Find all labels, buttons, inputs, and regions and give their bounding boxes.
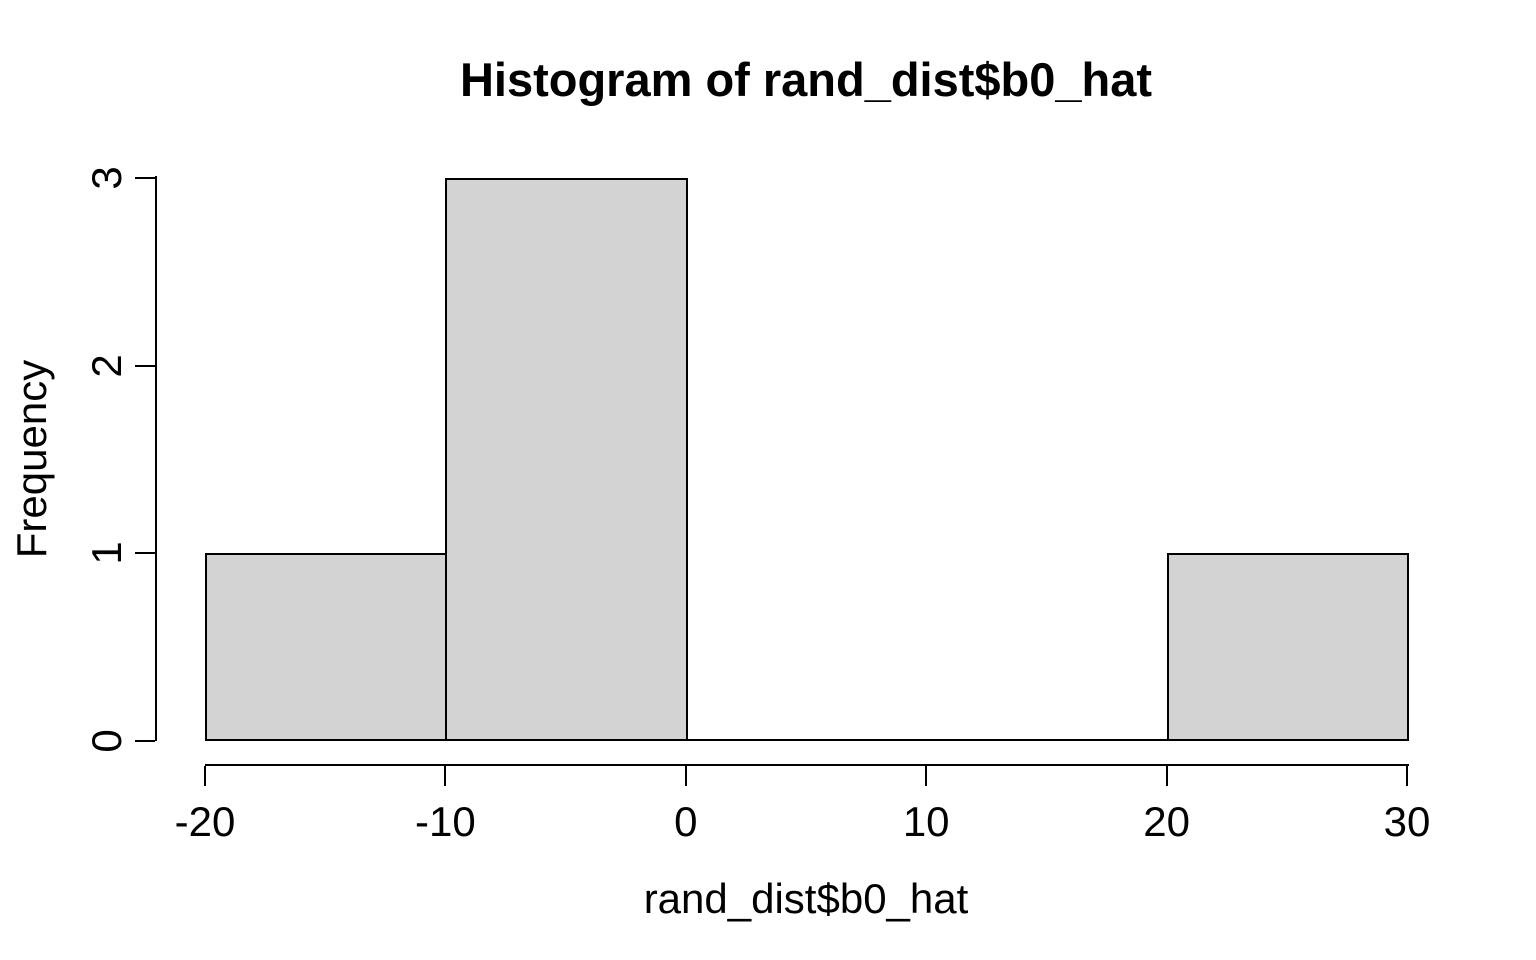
y-axis-line: [155, 176, 157, 741]
x-tick-label: 0: [674, 798, 698, 845]
y-tick: [135, 740, 155, 742]
x-tick-label: 10: [902, 798, 950, 845]
x-axis-line: [205, 764, 1409, 766]
y-tick-label: 1: [83, 541, 130, 566]
x-tick-label: 30: [1383, 798, 1431, 845]
y-tick-label: 2: [83, 353, 130, 378]
x-tick-label: -20: [174, 798, 236, 845]
y-tick-label: 3: [83, 166, 130, 190]
histogram-bar: [205, 553, 448, 741]
y-axis-label: Frequency: [8, 359, 55, 559]
histogram-baseline: [205, 739, 1407, 741]
x-tick: [1165, 766, 1168, 786]
histogram-bar: [1166, 553, 1409, 741]
x-tick: [925, 766, 928, 786]
x-tick-label: 20: [1143, 798, 1190, 845]
chart-title: Histogram of rand_dist$b0_hat: [459, 53, 1153, 106]
histogram-bar: [445, 178, 688, 741]
x-tick-label: -10: [415, 798, 476, 845]
x-tick: [1406, 766, 1408, 786]
x-tick: [684, 766, 687, 786]
y-tick-label: 0: [83, 729, 130, 753]
y-tick: [135, 552, 155, 555]
x-tick: [444, 766, 447, 786]
y-tick: [135, 364, 155, 367]
x-tick: [204, 766, 206, 786]
x-axis-label: rand_dist$b0_hat: [643, 875, 969, 922]
y-tick: [135, 177, 155, 179]
